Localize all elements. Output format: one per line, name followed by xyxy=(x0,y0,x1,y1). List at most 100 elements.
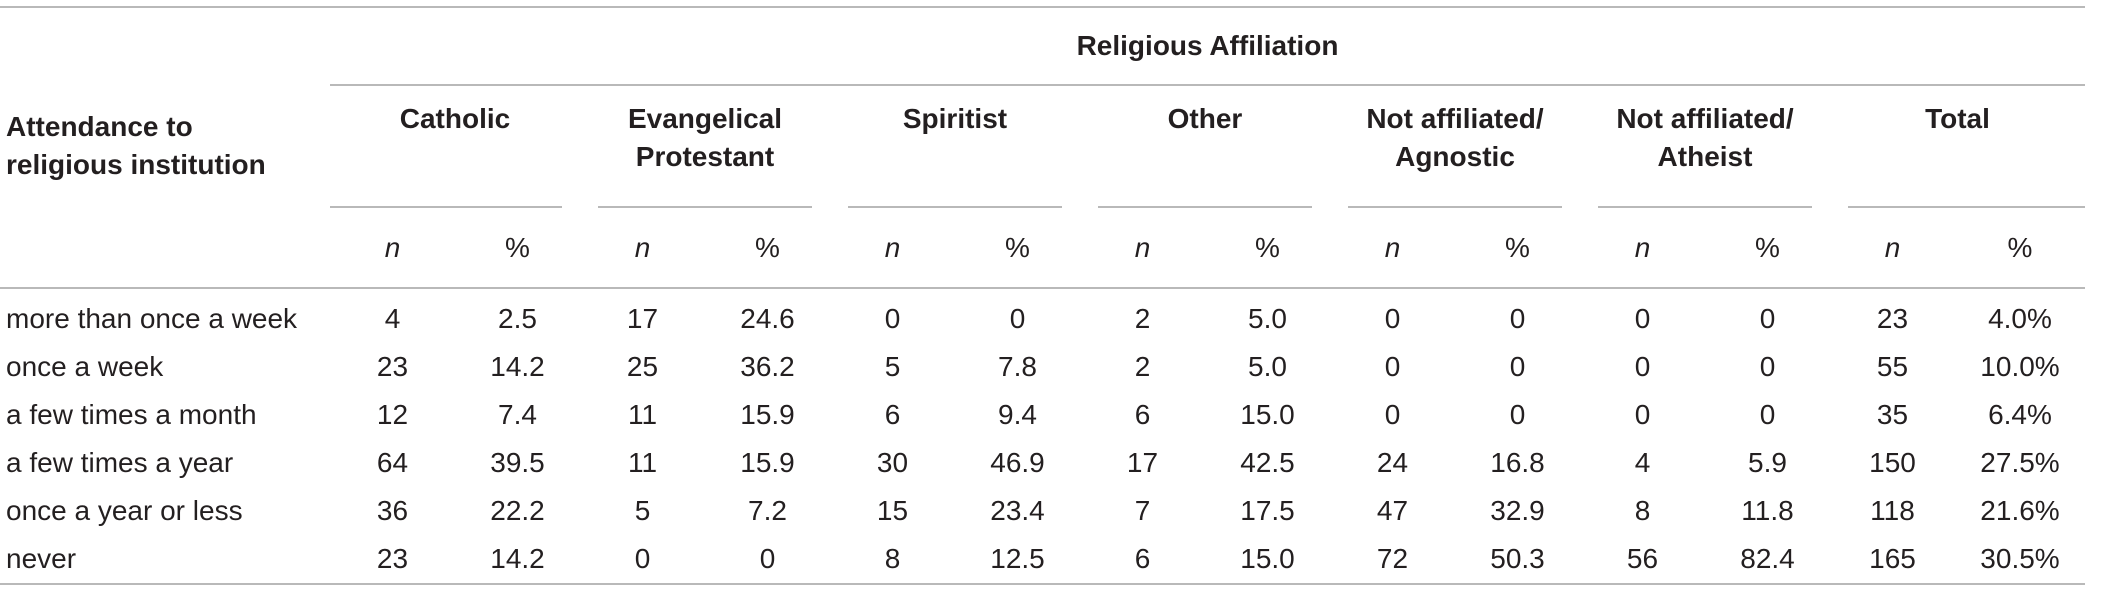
cell-percent: 5.9 xyxy=(1748,447,1787,478)
cell-n: 0 xyxy=(884,303,901,334)
cell-n: 2 xyxy=(1134,351,1151,382)
cell-n: 0 xyxy=(1634,303,1651,334)
row-label: once a week xyxy=(6,351,164,382)
cell-n: 6 xyxy=(1134,543,1151,574)
group-header-agnostic: Not affiliated/ Agnostic xyxy=(1366,103,1544,172)
cell-percent: 36.2 xyxy=(740,351,795,382)
table-row: a few times a year 64 39.5 11 15.9 30 46.9 17 42… xyxy=(0,439,2085,487)
cell-percent: 11.8 xyxy=(1741,495,1794,526)
table-row: a few times a month 12 7.4 11 15.9 6 9.4 6 15.0 0… xyxy=(0,391,2085,439)
subheader-n: n xyxy=(1330,208,1455,289)
subheader-percent: % xyxy=(955,208,1080,289)
cell-percent: 42.5 xyxy=(1240,447,1295,478)
cell-n: 35 xyxy=(1876,399,1909,430)
subheader-n: n xyxy=(1830,208,1955,289)
subheader-n: n xyxy=(1080,208,1205,289)
cell-n: 8 xyxy=(884,543,901,574)
cell-n: 5 xyxy=(884,351,901,382)
cell-percent: 46.9 xyxy=(990,447,1045,478)
cell-percent: 2.5 xyxy=(498,303,537,334)
subheader-n: n xyxy=(330,208,455,289)
group-header-catholic: Catholic xyxy=(399,103,511,134)
row-label: never xyxy=(6,543,77,574)
cell-percent: 17.5 xyxy=(1240,495,1295,526)
cell-percent: 0 xyxy=(1759,303,1776,334)
cell-percent: 30.5% xyxy=(1980,543,2060,574)
cell-n: 5 xyxy=(634,495,651,526)
cell-percent: 0 xyxy=(1759,351,1776,382)
cell-n: 12 xyxy=(376,399,409,430)
cell-percent: 39.5 xyxy=(490,447,545,478)
group-header-total: Total xyxy=(1925,103,1990,134)
cell-n: 36 xyxy=(376,495,409,526)
cell-percent: 7.2 xyxy=(748,495,787,526)
cell-n: 24 xyxy=(1376,447,1409,478)
cell-n: 0 xyxy=(1634,399,1651,430)
cell-percent: 7.8 xyxy=(998,351,1037,382)
cell-n: 30 xyxy=(876,447,909,478)
cell-n: 6 xyxy=(1134,399,1151,430)
cell-percent: 0 xyxy=(759,543,776,574)
cell-percent: 0 xyxy=(1509,399,1526,430)
cell-n: 0 xyxy=(1384,303,1401,334)
subheader-n: n xyxy=(830,208,955,289)
cell-n: 7 xyxy=(1134,495,1151,526)
cell-percent: 14.2 xyxy=(490,543,545,574)
cell-percent: 16.8 xyxy=(1490,447,1545,478)
cell-percent: 5.0 xyxy=(1248,303,1287,334)
cell-n: 0 xyxy=(634,543,651,574)
cell-percent: 23.4 xyxy=(990,495,1045,526)
cell-percent: 24.6 xyxy=(740,303,795,334)
cell-n: 15 xyxy=(876,495,909,526)
subheader-n: n xyxy=(1580,208,1705,289)
cell-percent: 7.4 xyxy=(498,399,537,430)
cell-percent: 4.0% xyxy=(1988,303,2052,334)
stub-header: Attendance to religious institution xyxy=(6,111,266,180)
cell-percent: 5.0 xyxy=(1248,351,1287,382)
subheader-percent: % xyxy=(1955,208,2085,289)
table-row: never 23 14.2 0 0 8 12.5 6 15.0 72 50.3 56 82.4 165 30… xyxy=(0,535,2085,584)
subheader-percent: % xyxy=(705,208,830,289)
table-row: more than once a week 4 2.5 17 24.6 0 0 2 5.0 0 0 0… xyxy=(0,288,2085,343)
cell-n: 72 xyxy=(1376,543,1409,574)
cell-n: 2 xyxy=(1134,303,1151,334)
cell-percent: 82.4 xyxy=(1740,543,1795,574)
cell-n: 56 xyxy=(1626,543,1659,574)
attendance-by-affiliation-table: Religious Affiliation Attendance to reli… xyxy=(0,6,2085,586)
cell-percent: 12.5 xyxy=(990,543,1045,574)
cell-percent: 32.9 xyxy=(1490,495,1545,526)
cell-percent: 6.4% xyxy=(1988,399,2052,430)
cell-percent: 15.9 xyxy=(740,399,795,430)
cell-n: 8 xyxy=(1634,495,1651,526)
cell-n: 4 xyxy=(1634,447,1651,478)
cell-n: 165 xyxy=(1869,543,1916,574)
subheader-percent: % xyxy=(455,208,580,289)
cell-n: 4 xyxy=(384,303,401,334)
cell-percent: 27.5% xyxy=(1980,447,2060,478)
cell-n: 47 xyxy=(1376,495,1409,526)
cell-n: 17 xyxy=(1126,447,1159,478)
cell-n: 25 xyxy=(626,351,659,382)
subheader-n: n xyxy=(580,208,705,289)
cell-n: 11 xyxy=(627,399,658,430)
cell-percent: 0 xyxy=(1759,399,1776,430)
cell-percent: 15.9 xyxy=(740,447,795,478)
cell-percent: 10.0% xyxy=(1980,351,2060,382)
group-header-spiritist: Spiritist xyxy=(902,103,1008,134)
cell-n: 0 xyxy=(1384,351,1401,382)
super-header: Religious Affiliation xyxy=(1076,30,1339,61)
row-label: a few times a month xyxy=(6,399,257,430)
cell-percent: 50.3 xyxy=(1490,543,1545,574)
cell-n: 11 xyxy=(627,447,658,478)
cell-percent: 15.0 xyxy=(1240,543,1295,574)
cell-n: 150 xyxy=(1869,447,1916,478)
cell-percent: 0 xyxy=(1009,303,1026,334)
subheader-percent: % xyxy=(1455,208,1580,289)
subheader-percent: % xyxy=(1705,208,1830,289)
cell-n: 55 xyxy=(1876,351,1909,382)
cell-n: 6 xyxy=(884,399,901,430)
cell-percent: 15.0 xyxy=(1240,399,1295,430)
cell-percent: 0 xyxy=(1509,303,1526,334)
cell-n: 23 xyxy=(376,543,409,574)
